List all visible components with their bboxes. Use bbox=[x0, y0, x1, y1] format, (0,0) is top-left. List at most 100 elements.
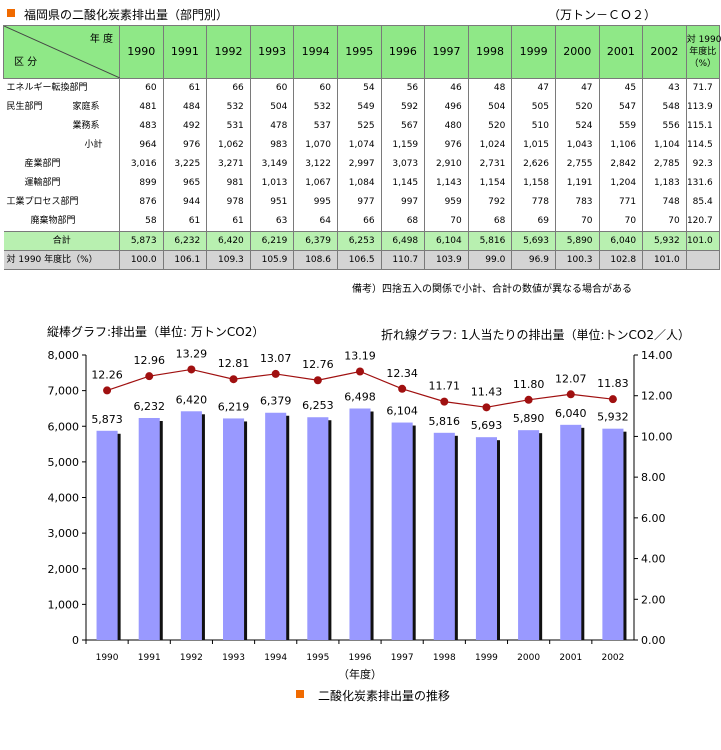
left-tick-label: 7,000 bbox=[48, 385, 80, 398]
table-cell: 47 bbox=[555, 78, 600, 98]
per-capita-point bbox=[440, 397, 449, 406]
bar-value-label: 6,219 bbox=[218, 400, 250, 413]
table-cell: 1,183 bbox=[642, 174, 687, 193]
table-cell: 60 bbox=[293, 78, 338, 98]
table-cell: 1,024 bbox=[468, 136, 513, 155]
left-tick-label: 0 bbox=[72, 634, 79, 647]
table-cell: 46 bbox=[424, 78, 469, 98]
right-tick-label: 0.00 bbox=[641, 634, 666, 647]
table-cell: 2,997 bbox=[337, 155, 382, 174]
table-cell: 45 bbox=[599, 78, 644, 98]
row-label: 民生部門 家庭系 bbox=[3, 98, 120, 117]
table-corner: 年 度区 分 bbox=[3, 25, 120, 79]
per-capita-label: 13.19 bbox=[344, 349, 376, 362]
table-cell: 2,910 bbox=[424, 155, 469, 174]
right-tick-label: 10.00 bbox=[641, 430, 673, 443]
year-header: 1990 bbox=[119, 25, 164, 79]
per-capita-point bbox=[398, 384, 407, 393]
row-label: 業務系 bbox=[3, 117, 120, 136]
per-capita-point bbox=[271, 369, 280, 378]
total-cell: 5,890 bbox=[555, 231, 600, 251]
per-capita-label: 12.34 bbox=[386, 367, 418, 380]
table-cell: 64 bbox=[293, 212, 338, 232]
right-tick-label: 6.00 bbox=[641, 512, 666, 525]
sector-label: 民生部門 bbox=[6, 102, 43, 112]
per-capita-point bbox=[313, 376, 322, 385]
x-tick-label: 2001 bbox=[559, 653, 582, 663]
table-cell: 532 bbox=[206, 98, 251, 117]
right-tick-label: 14.00 bbox=[641, 349, 673, 362]
per-capita-label: 13.07 bbox=[260, 352, 292, 365]
table-cell: 976 bbox=[424, 136, 469, 155]
table-cell: 976 bbox=[163, 136, 208, 155]
table-cell: 1,143 bbox=[424, 174, 469, 193]
x-tick-label: 1993 bbox=[222, 653, 245, 663]
left-tick-label: 4,000 bbox=[48, 492, 80, 505]
table-row: 廃棄物部門 58 61 61 63 64 66 68 70 68 69 70 70 70 120.7 bbox=[3, 212, 720, 232]
table-cell: 3,149 bbox=[250, 155, 295, 174]
per-capita-label: 11.83 bbox=[597, 377, 629, 390]
year-header: 1995 bbox=[336, 25, 382, 79]
x-tick-label: 1991 bbox=[138, 653, 161, 663]
table-cell: 3,225 bbox=[163, 155, 208, 174]
left-tick-label: 5,000 bbox=[48, 456, 80, 469]
per-capita-point bbox=[103, 386, 112, 395]
table-cell: 496 bbox=[424, 98, 469, 117]
bar bbox=[560, 424, 582, 640]
table-cell: 899 bbox=[119, 174, 164, 193]
table-cell: 1,158 bbox=[511, 174, 556, 193]
subsector-label: 業務系 bbox=[72, 121, 100, 131]
table-cell: 997 bbox=[381, 193, 426, 212]
ratio-row-cell: 106.1 bbox=[163, 250, 208, 270]
table-cell: 505 bbox=[511, 98, 556, 117]
table-cell: 483 bbox=[119, 117, 164, 136]
bar-value-label: 5,932 bbox=[597, 411, 629, 424]
x-tick-label: 1995 bbox=[306, 653, 329, 663]
row-label: 小計 bbox=[3, 136, 120, 155]
right-tick-label: 2.00 bbox=[641, 593, 666, 606]
table-cell: 1,043 bbox=[555, 136, 600, 155]
table-cell: 1,204 bbox=[599, 174, 644, 193]
table-cell: 1,062 bbox=[206, 136, 251, 155]
bar bbox=[475, 437, 497, 640]
table-cell: 3,073 bbox=[381, 155, 426, 174]
row-label: 運輸部門 bbox=[3, 174, 120, 193]
ratio-row-cell: 102.8 bbox=[599, 250, 644, 270]
ratio-cell: 113.9 bbox=[686, 98, 720, 117]
per-capita-point bbox=[187, 365, 196, 374]
row-label: エネルギー転換部門 bbox=[3, 78, 120, 98]
chart-title: 二酸化炭素排出量の推移 bbox=[318, 689, 451, 703]
total-cell: 6,420 bbox=[206, 231, 251, 251]
table-row: エネルギー転換部門 60 61 66 60 60 54 56 46 48 47 47 45 43 71.7 bbox=[3, 78, 720, 98]
bar bbox=[518, 430, 540, 640]
x-tick-label: 1999 bbox=[475, 653, 498, 663]
bar bbox=[391, 422, 413, 640]
left-axis-caption: 縦棒グラフ:排出量（単位: 万トンCO2） bbox=[47, 325, 265, 339]
bar-value-label: 6,498 bbox=[344, 391, 376, 404]
table-row: 産業部門 3,016 3,225 3,271 3,149 3,122 2,997 3,073 2… bbox=[3, 155, 720, 174]
right-tick-label: 8.00 bbox=[641, 471, 666, 484]
per-capita-label: 12.96 bbox=[133, 354, 165, 367]
table-cell: 70 bbox=[555, 212, 600, 232]
bar-value-label: 5,816 bbox=[429, 415, 461, 428]
total-cell: 6,040 bbox=[599, 231, 644, 251]
table-cell: 951 bbox=[250, 193, 295, 212]
ratio-cell: 92.3 bbox=[686, 155, 720, 174]
ratio-cell: 71.7 bbox=[686, 78, 720, 98]
per-capita-label: 13.29 bbox=[176, 347, 208, 360]
total-cell: 6,379 bbox=[293, 231, 338, 251]
table-cell: 1,145 bbox=[381, 174, 426, 193]
table-cell: 559 bbox=[599, 117, 644, 136]
table-cell: 48 bbox=[468, 78, 513, 98]
total-ratio-cell: 101.0 bbox=[686, 231, 720, 251]
ratio-header-line: 対 1990 bbox=[686, 35, 721, 45]
table-cell: 61 bbox=[163, 78, 208, 98]
title-bullet bbox=[7, 9, 15, 17]
table-cell: 1,013 bbox=[250, 174, 295, 193]
table-cell: 58 bbox=[119, 212, 164, 232]
table-cell: 748 bbox=[642, 193, 687, 212]
bar bbox=[433, 432, 455, 640]
ratio-row-cell: 96.9 bbox=[511, 250, 556, 270]
per-capita-point bbox=[145, 372, 154, 381]
table-cell: 592 bbox=[381, 98, 426, 117]
